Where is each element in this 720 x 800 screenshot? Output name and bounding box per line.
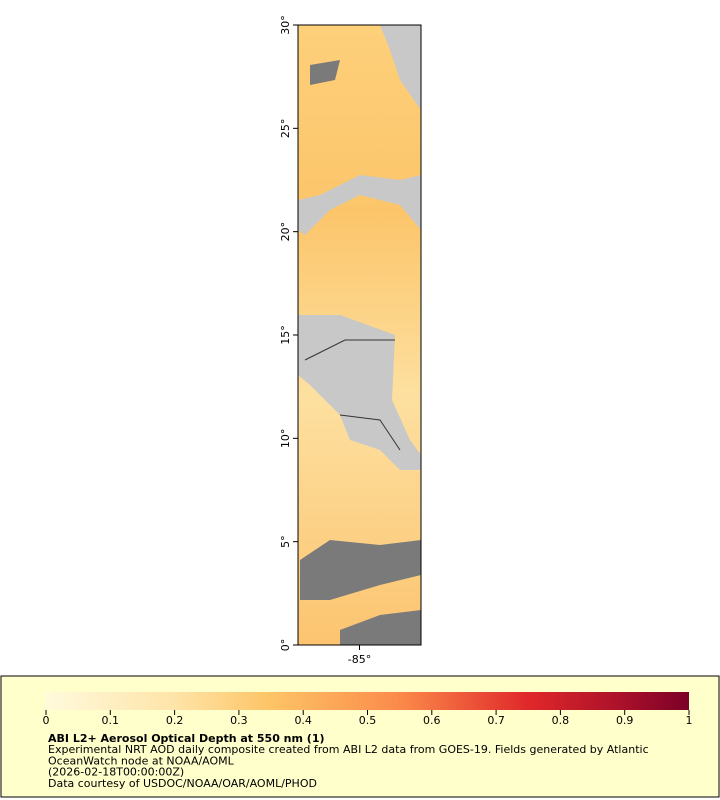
y-tick-label: 0° [279,639,292,652]
cloud [300,540,421,600]
legend-line: OceanWatch node at NOAA/AOML [48,754,235,767]
colorbar-tick-label: 0.8 [552,714,570,727]
colorbar-tick-label: 0 [43,714,50,727]
cloud [340,610,421,645]
colorbar-tick-label: 0.2 [166,714,184,727]
y-tick-label: 25° [279,119,292,139]
border [339,414,401,451]
colorbar-tick-label: 0.4 [294,714,312,727]
colorbar-tick-label: 0.9 [616,714,634,727]
colorbar-tick-label: 1 [686,714,693,727]
legend-line: (2026-02-18T00:00:00Z) [48,766,184,779]
colorbar-tick-label: 0.5 [359,714,377,727]
y-tick-label: 30° [279,15,292,35]
land [298,175,421,235]
y-tick-label: 10° [279,429,292,449]
cloud [310,60,340,85]
colorbar-tick-label: 0.6 [423,714,441,727]
legend-line: Experimental NRT AOD daily composite cre… [48,743,649,756]
y-tick-label: 5° [279,535,292,548]
colorbar [46,692,689,710]
y-tick-label: 20° [279,222,292,242]
x-tick-label: -85° [348,653,371,666]
land [298,315,421,470]
land [380,25,421,110]
legend-title: ABI L2+ Aerosol Optical Depth at 550 nm … [48,732,325,745]
legend-line: Data courtesy of USDOC/NOAA/OAR/AOML/PHO… [48,777,317,790]
border [304,339,395,361]
colorbar-tick-label: 0.7 [487,714,505,727]
colorbar-tick-label: 0.1 [102,714,120,727]
map [297,24,422,646]
colorbar-tick-label: 0.3 [230,714,248,727]
y-tick-label: 15° [279,325,292,345]
